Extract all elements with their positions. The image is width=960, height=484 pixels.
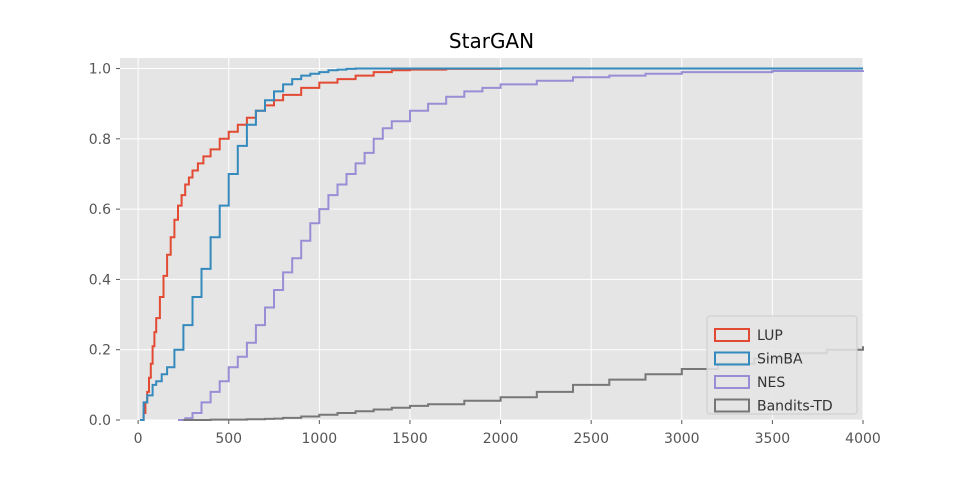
legend-label: LUP (757, 328, 783, 344)
y-tick-label: 1.0 (89, 62, 111, 78)
legend: LUP SimBA NES Bandits-TD (706, 315, 858, 415)
series-line-nes (178, 70, 864, 421)
y-tick-label: 0.6 (89, 202, 111, 218)
legend-swatch (714, 375, 750, 389)
x-tick-label: 4000 (845, 431, 881, 447)
x-tick-label: 500 (215, 431, 242, 447)
x-tick-label: 3000 (664, 431, 700, 447)
x-tick-label: 1000 (302, 431, 338, 447)
y-tick-label: 0.2 (89, 343, 111, 359)
y-tick-label: 0.0 (89, 413, 111, 429)
legend-label: Bandits-TD (757, 399, 833, 415)
x-tick-label: 1500 (392, 431, 428, 447)
legend-swatch (714, 328, 750, 342)
y-tick-label: 0.8 (89, 132, 111, 148)
legend-swatch (714, 398, 750, 413)
y-axis-ticks: 0.0 0.2 0.4 0.6 0.8 1.0 (89, 62, 120, 429)
x-tick-label: 2500 (573, 431, 609, 447)
legend-label: SimBA (757, 352, 803, 368)
series-line-simba (139, 67, 863, 421)
legend-label: NES (757, 375, 785, 391)
x-tick-label: 2000 (483, 431, 519, 447)
chart-title: StarGAN (449, 29, 534, 53)
y-tick-label: 0.4 (89, 272, 111, 288)
series-line-lup (141, 67, 863, 421)
x-tick-label: 3500 (755, 431, 791, 447)
x-axis-ticks: 0 500 1000 1500 2000 2500 3000 3500 4000 (134, 420, 881, 447)
legend-swatch (714, 351, 750, 366)
x-tick-label: 0 (134, 431, 143, 447)
